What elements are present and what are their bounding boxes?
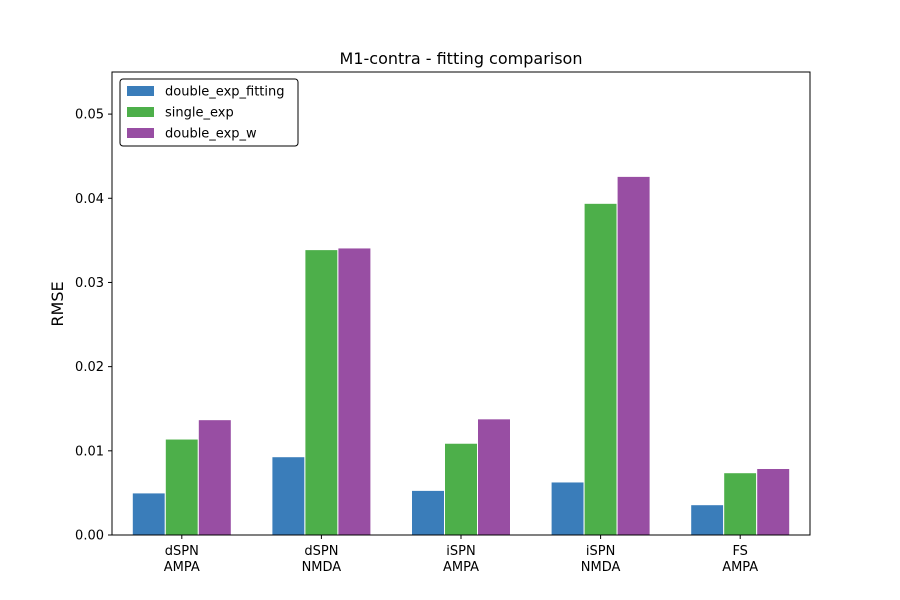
- bar-single-exp-1: [304, 249, 339, 536]
- bar-double-exp-w-1: [337, 247, 372, 536]
- y-tick-label: 0.05: [75, 108, 104, 123]
- legend-swatch-single-exp: [127, 107, 154, 117]
- bar-double-exp-fitting-0: [131, 492, 166, 536]
- plot-area: [111, 71, 811, 536]
- legend-label-single-exp: single_exp: [165, 106, 234, 121]
- y-tick-label: 0.04: [75, 192, 104, 207]
- y-tick-label: 0.02: [75, 360, 104, 375]
- bar-double-exp-w-3: [616, 175, 651, 536]
- y-axis: 0.00 0.01 0.02 0.03 0.04 0.05: [75, 108, 112, 544]
- bar-single-exp-2: [444, 442, 478, 536]
- legend-label-double-exp-fitting: double_exp_fitting: [165, 85, 285, 100]
- x-tick-label: AMPA: [722, 560, 758, 575]
- x-tick-label: dSPN: [304, 544, 338, 559]
- legend-swatch-double-exp-w: [127, 128, 154, 138]
- x-tick-label: iSPN: [586, 544, 615, 559]
- x-tick-label: AMPA: [164, 560, 200, 575]
- legend-box: [119, 78, 299, 147]
- y-tick-label: 0.03: [75, 276, 104, 291]
- x-tick-label: NMDA: [581, 560, 621, 575]
- y-tick-label: 0.00: [75, 529, 104, 544]
- bar-double-exp-fitting-4: [690, 504, 725, 536]
- bar-double-exp-w-2: [477, 418, 511, 536]
- legend-label-double-exp-w: double_exp_w: [165, 127, 257, 142]
- bar-single-exp-4: [723, 472, 758, 536]
- legend-swatch-double-exp-fitting: [127, 86, 154, 96]
- bar-double-exp-fitting-2: [411, 489, 445, 536]
- bar-double-exp-w-4: [756, 467, 791, 536]
- x-tick-label: iSPN: [446, 544, 475, 559]
- x-tick-label: dSPN: [165, 544, 199, 559]
- bar-single-exp-0: [164, 438, 199, 536]
- bar-double-exp-fitting-3: [550, 481, 585, 536]
- y-axis-label: RMSE: [48, 281, 67, 326]
- y-tick-label: 0.01: [75, 444, 104, 459]
- bar-double-exp-fitting-1: [271, 456, 306, 536]
- x-tick-label: NMDA: [302, 560, 342, 575]
- x-tick-label: FS: [732, 544, 748, 559]
- x-tick-label: AMPA: [443, 560, 479, 575]
- chart-title: M1-contra - fitting comparison: [340, 49, 583, 68]
- legend: double_exp_fitting single_exp double_exp_w: [119, 78, 299, 147]
- bar-double-exp-w-0: [197, 419, 232, 536]
- bar-single-exp-3: [583, 202, 618, 536]
